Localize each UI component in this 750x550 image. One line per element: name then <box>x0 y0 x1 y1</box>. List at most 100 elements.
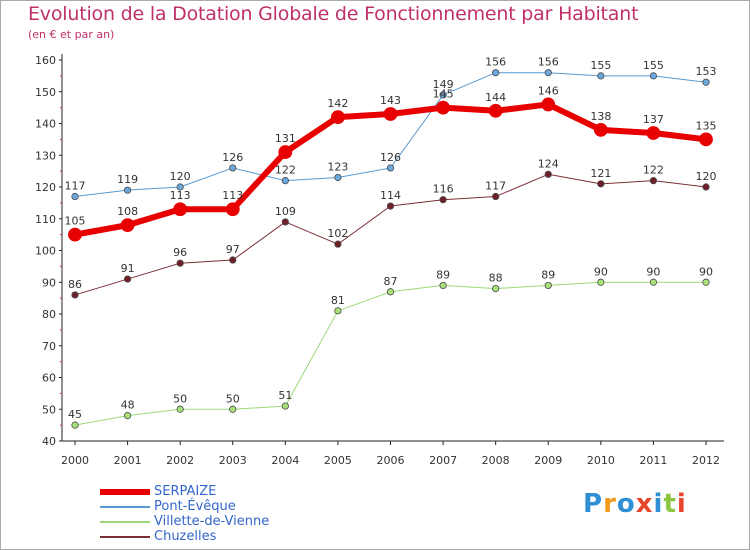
legend-item-pont-eveque: Pont-Évêque <box>100 499 269 514</box>
legend-item-serpaize: SERPAIZE <box>100 484 269 499</box>
y-tick-label: 80 <box>42 308 56 321</box>
data-point-serpaize <box>646 126 661 140</box>
data-point-villette-de-vienne <box>71 421 79 429</box>
y-tick-label: 40 <box>42 435 56 448</box>
data-point-villette-de-vienne <box>492 284 500 293</box>
logo-letter: o <box>616 489 636 519</box>
data-label-chuzelles: 86 <box>68 278 82 291</box>
data-point-pont-eveque <box>281 177 289 185</box>
legend-label: Pont-Évêque <box>154 499 236 514</box>
data-point-chuzelles <box>176 259 184 267</box>
data-point-pont-eveque <box>386 164 395 172</box>
data-point-serpaize <box>593 122 608 137</box>
data-point-pont-eveque <box>229 164 237 172</box>
series-line-villette-de-vienne <box>74 281 707 426</box>
data-label-serpaize: 145 <box>433 88 454 101</box>
logo-letter: i <box>676 489 687 519</box>
data-label-chuzelles: 109 <box>275 205 296 218</box>
data-label-pont-eveque: 122 <box>275 164 296 177</box>
proxiti-logo: Proxiti <box>583 489 687 519</box>
legend-item-villette-de-vienne: Villette-de-Vienne <box>100 514 269 529</box>
data-label-chuzelles: 121 <box>590 167 611 180</box>
data-point-villette-de-vienne <box>386 288 395 296</box>
data-point-chuzelles <box>702 183 710 191</box>
data-label-serpaize: 105 <box>65 215 86 228</box>
y-tick-label: 150 <box>35 86 56 99</box>
data-point-chuzelles <box>281 218 289 226</box>
data-label-serpaize: 137 <box>643 113 664 126</box>
data-label-serpaize: 143 <box>380 94 401 107</box>
data-label-villette-de-vienne: 89 <box>436 268 450 281</box>
data-label-pont-eveque: 149 <box>433 78 454 91</box>
data-point-serpaize <box>278 145 293 159</box>
data-point-chuzelles <box>544 170 552 178</box>
data-point-chuzelles <box>229 256 237 264</box>
legend-item-chuzelles: Chuzelles <box>100 529 269 544</box>
data-point-serpaize <box>699 132 713 147</box>
x-tick-label: 2000 <box>61 454 89 467</box>
data-point-serpaize <box>541 97 556 112</box>
data-point-pont-eveque <box>71 192 79 201</box>
x-tick-label: 2010 <box>587 454 615 467</box>
series-pont-eveque: 117 119 120 126 122 123 126 149 156 156 155 155 153 <box>65 56 717 201</box>
data-label-chuzelles: 96 <box>173 246 187 259</box>
data-point-villette-de-vienne <box>176 405 184 413</box>
data-point-chuzelles <box>123 275 132 283</box>
legend-label: Villette-de-Vienne <box>154 514 270 529</box>
data-label-serpaize: 131 <box>275 132 296 145</box>
data-point-villette-de-vienne <box>334 307 342 315</box>
logo-letter: r <box>603 489 617 519</box>
x-tick-label: 2002 <box>166 454 194 467</box>
data-label-villette-de-vienne: 90 <box>699 265 713 278</box>
data-label-serpaize: 108 <box>117 205 138 218</box>
data-point-pont-eveque <box>649 72 658 80</box>
data-point-serpaize <box>225 202 240 217</box>
data-point-villette-de-vienne <box>597 278 605 286</box>
data-point-serpaize <box>120 218 135 233</box>
data-label-serpaize: 138 <box>590 110 611 123</box>
data-label-villette-de-vienne: 88 <box>489 272 503 285</box>
chart-title: Evolution de la Dotation Globale de Fonc… <box>28 3 639 25</box>
legend-label: Chuzelles <box>154 529 217 544</box>
data-label-pont-eveque: 126 <box>380 151 401 164</box>
x-tick-label: 2008 <box>482 454 510 467</box>
data-label-villette-de-vienne: 89 <box>541 268 555 281</box>
data-label-pont-eveque: 156 <box>485 56 506 69</box>
series-serpaize: 105 108 113 113 131 142 143 145 144 146 138 137 135 <box>65 84 717 242</box>
data-label-chuzelles: 124 <box>538 157 559 170</box>
data-label-villette-de-vienne: 81 <box>331 294 345 307</box>
x-tick-label: 2007 <box>429 454 457 467</box>
data-label-serpaize: 146 <box>538 84 559 97</box>
data-point-serpaize <box>488 103 503 118</box>
logo-letter: i <box>653 489 664 519</box>
data-point-villette-de-vienne <box>544 281 552 290</box>
data-label-chuzelles: 116 <box>433 183 454 196</box>
data-label-villette-de-vienne: 87 <box>384 275 398 288</box>
data-point-chuzelles <box>334 240 342 248</box>
data-point-villette-de-vienne <box>649 278 658 286</box>
data-point-villette-de-vienne <box>229 405 237 413</box>
y-tick-label: 100 <box>35 245 56 258</box>
y-tick-label: 140 <box>35 118 56 131</box>
data-point-chuzelles <box>492 192 500 201</box>
y-tick-label: 120 <box>35 181 56 194</box>
x-tick-label: 2001 <box>114 454 142 467</box>
data-label-serpaize: 113 <box>170 189 191 202</box>
data-point-serpaize <box>173 202 188 217</box>
data-point-pont-eveque <box>544 69 552 77</box>
data-label-serpaize: 113 <box>222 189 243 202</box>
data-label-pont-eveque: 119 <box>117 173 138 186</box>
legend: SERPAIZE Pont-Évêque Villette-de-Vienne Chu… <box>100 484 269 544</box>
y-tick-label: 50 <box>42 403 56 416</box>
data-label-chuzelles: 122 <box>643 164 664 177</box>
data-point-serpaize <box>331 110 345 125</box>
data-point-chuzelles <box>386 202 395 210</box>
data-point-pont-eveque <box>702 78 710 86</box>
y-tick-label: 70 <box>42 340 56 353</box>
data-point-pont-eveque <box>439 91 447 99</box>
chart-subtitle: (en € et par an) <box>28 28 115 41</box>
data-point-villette-de-vienne <box>702 278 710 286</box>
data-label-pont-eveque: 126 <box>222 151 243 164</box>
data-label-chuzelles: 97 <box>226 243 240 256</box>
